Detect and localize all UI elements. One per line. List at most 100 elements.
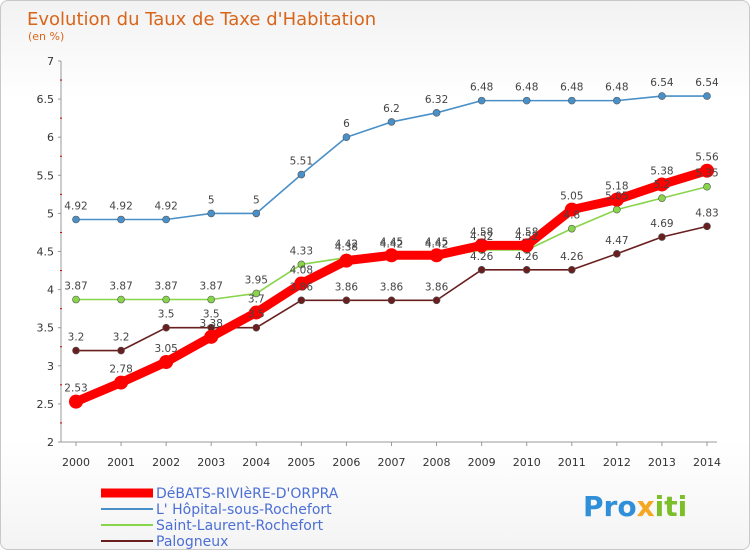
data-label: 6 <box>343 118 350 130</box>
y-tick-label: 2.5 <box>37 398 55 411</box>
data-point <box>117 295 125 304</box>
data-label: 6.54 <box>695 77 719 89</box>
data-label: 5.56 <box>695 152 719 164</box>
data-label: 3.86 <box>425 281 449 293</box>
data-point <box>658 194 666 202</box>
data-point <box>700 163 714 178</box>
x-tick-label: 2007 <box>378 456 406 469</box>
data-point <box>114 375 129 390</box>
data-point <box>162 215 170 224</box>
data-point <box>613 249 621 258</box>
y-tick-label: 6.5 <box>37 93 55 106</box>
x-tick-label: 2004 <box>242 456 270 469</box>
data-point <box>339 253 354 268</box>
data-label: 4.92 <box>64 200 87 212</box>
data-point <box>654 177 669 192</box>
data-label: 4.26 <box>470 251 494 263</box>
data-label: 3.95 <box>245 274 268 286</box>
data-point <box>72 295 80 304</box>
data-label: 3.86 <box>335 281 359 293</box>
data-label: 4.45 <box>425 236 448 248</box>
data-point <box>207 295 216 304</box>
x-tick-label: 2012 <box>603 456 631 469</box>
data-point <box>519 238 534 253</box>
data-labels: 3.2 3.2 3.5 3.5 3.5 3.86 3.86 3.86 3.86 4.26 4.26 4… <box>64 77 719 395</box>
data-label: 3.2 <box>113 332 130 344</box>
data-label: 5.05 <box>605 191 628 203</box>
data-point <box>384 248 399 263</box>
data-point <box>613 96 621 105</box>
data-label: 3.5 <box>248 309 265 321</box>
data-label: 6.2 <box>383 103 400 115</box>
y-tick-label: 5 <box>47 207 54 220</box>
data-label: 6.48 <box>605 82 628 94</box>
x-tick-label: 2003 <box>197 456 225 469</box>
data-label: 4.38 <box>335 242 358 254</box>
data-label: 3.87 <box>64 281 87 293</box>
data-point <box>249 305 264 320</box>
data-point <box>69 394 83 409</box>
data-label: 5.51 <box>290 156 313 168</box>
logo-part-2: x <box>637 490 655 523</box>
legend-label: Palogneux <box>156 534 228 550</box>
data-point <box>477 265 486 274</box>
data-label: 4.42 <box>335 239 358 251</box>
x-tick-label: 2013 <box>648 456 676 469</box>
data-point <box>658 233 666 241</box>
data-label: 4.69 <box>650 218 673 230</box>
data-point <box>252 209 261 218</box>
data-label: 2.53 <box>64 383 87 395</box>
data-label: 4.45 <box>380 236 403 248</box>
data-point <box>162 295 170 304</box>
y-tick-label: 4.5 <box>37 246 55 259</box>
y-tick-label: 2 <box>47 436 54 449</box>
data-label: 4.58 <box>515 226 538 238</box>
data-label: 6.32 <box>425 94 448 106</box>
data-label: 3.87 <box>109 281 132 293</box>
y-tick-label: 6 <box>47 131 54 144</box>
data-label: 4.42 <box>425 239 448 251</box>
data-point <box>477 96 486 105</box>
data-point <box>703 222 711 231</box>
data-point <box>252 323 261 332</box>
data-point <box>342 296 351 305</box>
data-label: 6.54 <box>650 77 674 89</box>
data-label: 4.47 <box>605 235 628 247</box>
data-point <box>609 192 624 207</box>
x-tick-label: 2002 <box>152 456 180 469</box>
data-label: 4.8 <box>563 210 580 222</box>
series-group <box>69 92 714 409</box>
data-point <box>159 354 174 369</box>
data-point <box>567 265 576 274</box>
data-point <box>703 182 711 191</box>
data-point <box>207 209 216 218</box>
x-tick-label: 2000 <box>62 456 90 469</box>
y-tick-label: 5.5 <box>37 169 55 182</box>
data-point <box>342 133 351 141</box>
x-tick-label: 2001 <box>107 456 135 469</box>
data-label: 3.05 <box>154 343 177 355</box>
data-label: 5 <box>208 194 215 206</box>
data-label: 4.92 <box>109 200 132 212</box>
data-point <box>204 329 219 344</box>
data-point <box>117 346 125 355</box>
data-label: 5.35 <box>695 168 718 180</box>
data-label: 5.05 <box>560 191 583 203</box>
data-label: 5.38 <box>650 165 673 177</box>
legend-label: DéBATS-RIVIèRE-D'ORPRA <box>156 486 339 502</box>
data-point <box>72 346 80 355</box>
y-tick-label: 3.5 <box>37 322 55 335</box>
data-point <box>297 260 306 269</box>
x-tick-label: 2006 <box>332 456 360 469</box>
data-label: 4.26 <box>515 251 539 263</box>
x-tick-label: 2011 <box>558 456 586 469</box>
data-point <box>613 205 621 214</box>
data-point <box>162 323 170 332</box>
data-label: 4.26 <box>560 251 584 263</box>
y-tick-label: 4 <box>47 284 54 297</box>
data-label: 3.87 <box>200 281 223 293</box>
